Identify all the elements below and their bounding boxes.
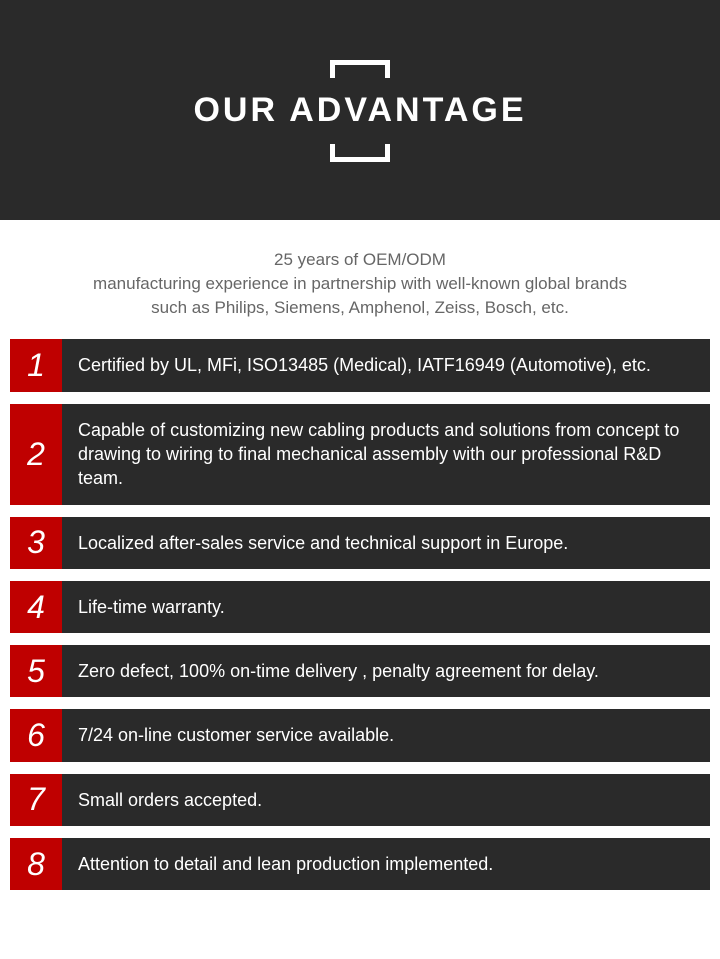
item-number: 3 — [10, 517, 62, 569]
bracket-bottom-icon — [330, 144, 390, 162]
header: OUR ADVANTAGE — [0, 0, 720, 220]
item-description: Small orders accepted. — [62, 774, 710, 826]
item-number: 1 — [10, 339, 62, 391]
item-number: 7 — [10, 774, 62, 826]
bracket-top-icon — [330, 60, 390, 78]
item-number: 8 — [10, 838, 62, 890]
item-number: 2 — [10, 404, 62, 505]
item-description: Localized after-sales service and techni… — [62, 517, 710, 569]
page-title: OUR ADVANTAGE — [193, 91, 526, 130]
list-item: 4 Life-time warranty. — [10, 581, 710, 633]
list-item: 5 Zero defect, 100% on-time delivery , p… — [10, 645, 710, 697]
item-number: 4 — [10, 581, 62, 633]
list-item: 8 Attention to detail and lean productio… — [10, 838, 710, 890]
list-item: 2 Capable of customizing new cabling pro… — [10, 404, 710, 505]
item-description: Zero defect, 100% on-time delivery , pen… — [62, 645, 710, 697]
item-description: Attention to detail and lean production … — [62, 838, 710, 890]
list-item: 7 Small orders accepted. — [10, 774, 710, 826]
item-number: 6 — [10, 709, 62, 761]
advantage-list: 1 Certified by UL, MFi, ISO13485 (Medica… — [0, 339, 720, 890]
item-description: 7/24 on-line customer service available. — [62, 709, 710, 761]
list-item: 1 Certified by UL, MFi, ISO13485 (Medica… — [10, 339, 710, 391]
item-number: 5 — [10, 645, 62, 697]
list-item: 3 Localized after-sales service and tech… — [10, 517, 710, 569]
item-description: Certified by UL, MFi, ISO13485 (Medical)… — [62, 339, 710, 391]
item-description: Capable of customizing new cabling produ… — [62, 404, 710, 505]
item-description: Life-time warranty. — [62, 581, 710, 633]
list-item: 6 7/24 on-line customer service availabl… — [10, 709, 710, 761]
intro-text: 25 years of OEM/ODMmanufacturing experie… — [0, 220, 720, 339]
